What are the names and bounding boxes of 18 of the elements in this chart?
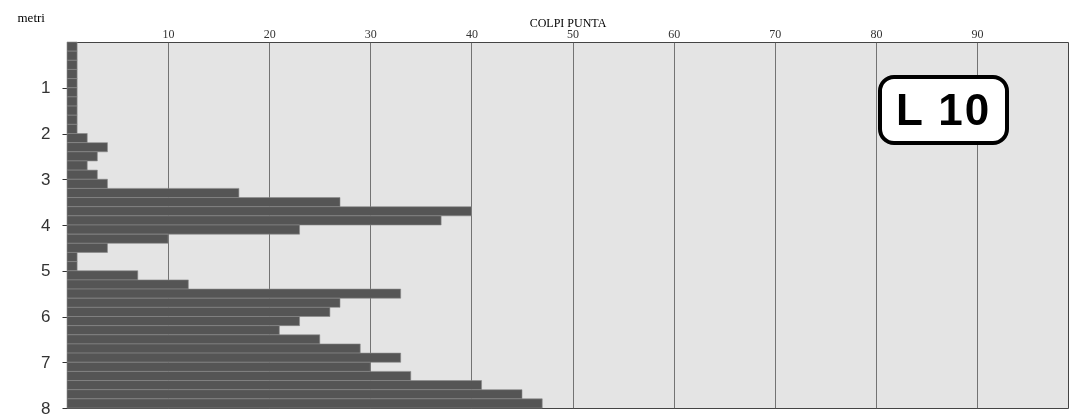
x-tick-label: 10 <box>162 26 175 41</box>
x-tick-label: 20 <box>263 26 276 41</box>
y-tick-label: 6 <box>41 307 51 326</box>
x-tick-label: 40 <box>465 26 478 41</box>
y-tick-label: 3 <box>41 169 51 189</box>
y-tick-label: 7 <box>41 352 51 372</box>
x-tick-label: 80 <box>870 26 883 41</box>
x-tick-label: 90 <box>971 26 984 41</box>
y-tick-label: 5 <box>41 261 51 281</box>
y-tick-label: 2 <box>41 124 51 143</box>
y-tick-label: 8 <box>41 398 51 418</box>
x-tick-label: 30 <box>364 26 377 41</box>
x-tick-label: 60 <box>668 26 681 41</box>
y-tick-label: 1 <box>41 78 51 98</box>
y-tick-label: 4 <box>41 215 51 235</box>
x-tick-label: 70 <box>769 26 782 41</box>
label-box: L 10 <box>878 75 1010 145</box>
y-axis-title: metri <box>17 9 46 25</box>
